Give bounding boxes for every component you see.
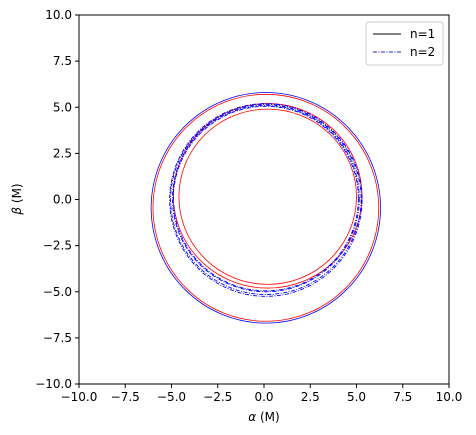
- x-tick-label: −10.0: [61, 390, 98, 404]
- legend-box: [365, 21, 444, 66]
- curve-n2-4: [170, 104, 362, 295]
- y-tick-label: −2.5: [43, 239, 72, 253]
- curve-n1-3: [178, 108, 357, 285]
- x-tick-label: 7.5: [393, 390, 412, 404]
- curve-n2-6: [172, 105, 359, 292]
- curve-n1-2: [172, 103, 363, 289]
- y-tick-label: 7.5: [53, 54, 72, 68]
- curves-group: [150, 92, 381, 324]
- y-tick-label: −10.0: [35, 377, 72, 391]
- y-tick-label: 0.0: [53, 193, 72, 207]
- y-tick-label: 5.0: [53, 100, 72, 114]
- legend-label-n1: n=1: [410, 27, 435, 41]
- y-tick-label: 10.0: [45, 8, 72, 22]
- curve-n2-5: [171, 104, 360, 293]
- y-axis-label: β (M): [10, 183, 24, 215]
- x-tick-label: 2.5: [301, 390, 320, 404]
- x-tick-label: 0.0: [254, 390, 273, 404]
- curve-n1-1: [152, 93, 380, 322]
- x-tick-label: −5.0: [157, 390, 186, 404]
- curve-n2-7: [169, 103, 363, 297]
- x-axis-label: α (M): [248, 410, 279, 424]
- y-tick-label: 2.5: [53, 146, 72, 160]
- x-tick-label: 5.0: [347, 390, 366, 404]
- y-tick-label: −5.0: [43, 285, 72, 299]
- x-ticks: −10.0 −7.5 −5.0 −2.5 0.0 2.5 5.0 7.5 10.0: [61, 384, 463, 404]
- x-tick-label: −7.5: [111, 390, 140, 404]
- y-tick-label: −7.5: [43, 331, 72, 345]
- x-tick-label: 10.0: [436, 390, 463, 404]
- legend-label-n2: n=2: [410, 45, 435, 59]
- y-ticks: −10.0 −7.5 −5.0 −2.5 0.0 2.5 5.0 7.5 10.0: [35, 8, 79, 391]
- x-tick-label: −2.5: [203, 390, 232, 404]
- legend: n=1 n=2: [365, 21, 444, 66]
- curve-n1-0: [150, 92, 381, 324]
